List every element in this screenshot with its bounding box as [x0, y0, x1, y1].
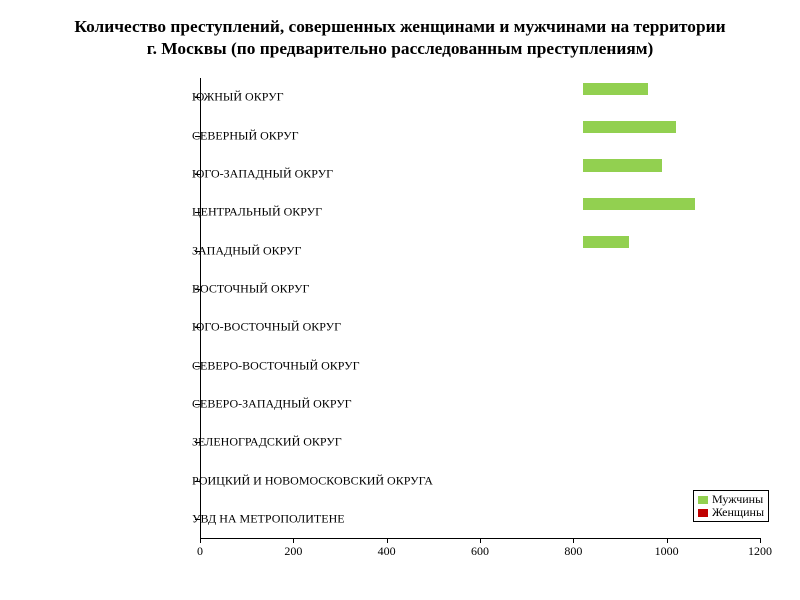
x-tick-label: 1200: [748, 544, 772, 559]
chart-title-line2: г. Москвы (по предварительно расследован…: [147, 39, 654, 58]
legend: МужчиныЖенщины: [693, 490, 769, 522]
bar-men: [583, 83, 648, 95]
x-tick-mark: [480, 538, 481, 543]
legend-label-women: Женщины: [712, 506, 764, 519]
x-tick-label: 0: [197, 544, 203, 559]
x-tick-mark: [760, 538, 761, 543]
bar-men: [583, 159, 662, 171]
x-tick-label: 800: [564, 544, 582, 559]
x-tick-mark: [293, 538, 294, 543]
x-tick-label: 200: [284, 544, 302, 559]
legend-swatch-women: [698, 509, 708, 517]
y-axis-line: [200, 78, 201, 538]
chart-title-line1: Количество преступлений, совершенных жен…: [74, 17, 725, 36]
legend-item-women: Женщины: [698, 506, 764, 519]
x-tick-label: 600: [471, 544, 489, 559]
bar-men: [583, 198, 695, 210]
bar-men: [583, 236, 630, 248]
x-tick-mark: [573, 538, 574, 543]
x-tick-mark: [200, 538, 201, 543]
legend-swatch-men: [698, 496, 708, 504]
bar-men: [583, 121, 676, 133]
x-tick-label: 400: [378, 544, 396, 559]
chart-container: Количество преступлений, совершенных жен…: [0, 0, 800, 600]
chart-title: Количество преступлений, совершенных жен…: [0, 16, 800, 59]
plot-area: 020040060080010001200ЮЖНЫЙ ОКРУГСЕВЕРНЫЙ…: [200, 78, 760, 538]
x-tick-mark: [387, 538, 388, 543]
x-tick-mark: [667, 538, 668, 543]
x-tick-label: 1000: [655, 544, 679, 559]
